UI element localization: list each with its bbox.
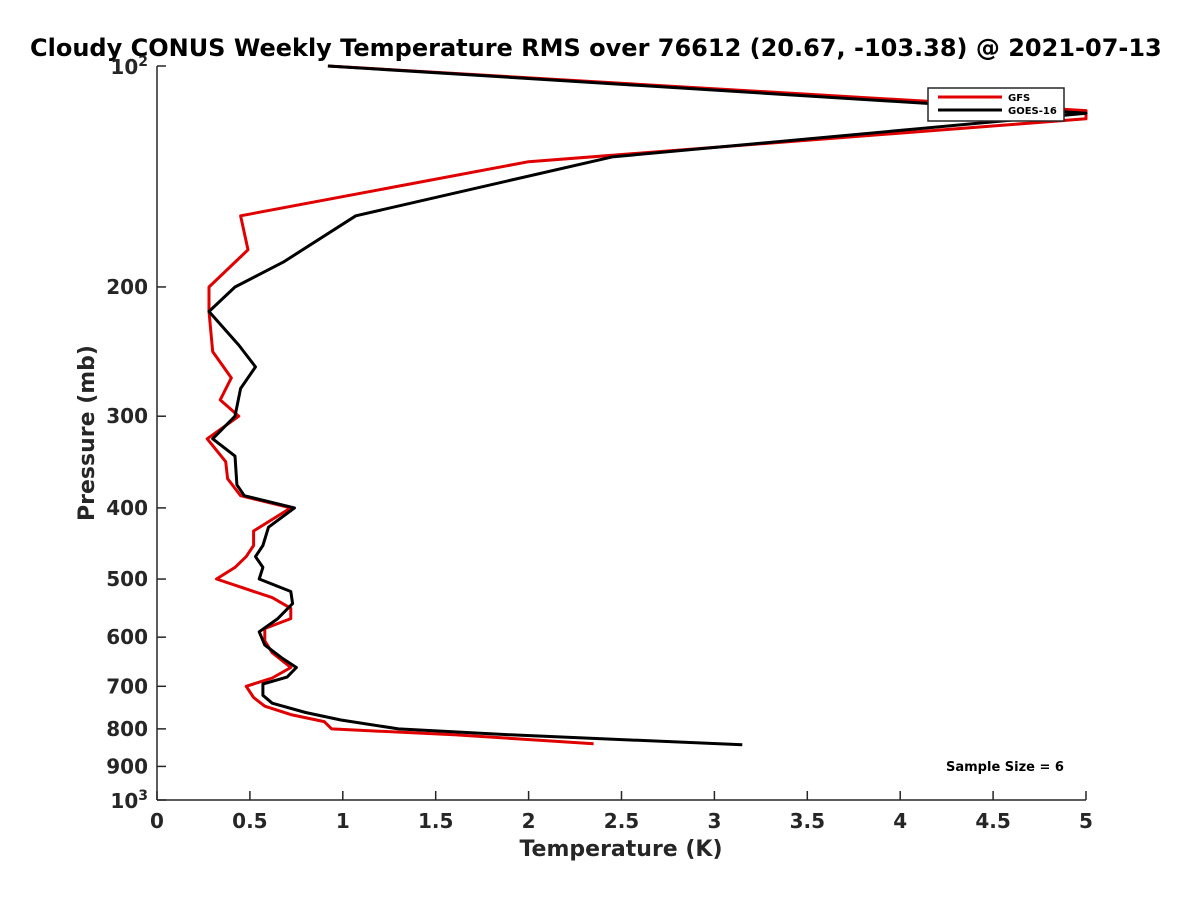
y-tick-label-power: 103 xyxy=(110,788,148,813)
y-tick-label: 400 xyxy=(106,496,148,520)
x-tick-label: 3 xyxy=(707,809,721,833)
y-tick-label: 900 xyxy=(106,754,148,778)
tick-labels: 0 0.5 1 1.5 2 2.5 3 3.5 4 4.5 5 200 300 400 500 600 700 8… xyxy=(106,54,1093,833)
y-axis-label: Pressure (mb) xyxy=(75,345,100,521)
y-tick-label: 200 xyxy=(106,275,148,299)
y-tick-label: 700 xyxy=(106,674,148,698)
x-axis-label: Temperature (K) xyxy=(519,837,722,862)
x-tick-label: 0 xyxy=(150,809,164,833)
x-tick-label: 4 xyxy=(893,809,907,833)
series-line-gfs xyxy=(205,64,1088,746)
chart-title: Cloudy CONUS Weekly Temperature RMS over… xyxy=(30,34,1162,62)
tick-marks xyxy=(156,65,1087,801)
legend-label-goes-16: GOES-16 xyxy=(1008,106,1057,117)
sample-size-annotation: Sample Size = 6 xyxy=(946,760,1064,775)
axes xyxy=(156,66,1086,801)
x-tick-label: 3.5 xyxy=(790,809,825,833)
y-tick-label: 800 xyxy=(106,717,148,741)
series-lines xyxy=(205,64,1088,747)
series-line-goes-16 xyxy=(207,64,1088,747)
y-tick-label: 500 xyxy=(106,567,148,591)
legend-box xyxy=(927,87,1065,122)
x-tick-label: 5 xyxy=(1079,809,1093,833)
legend-label-gfs: GFS xyxy=(1008,93,1030,104)
x-tick-label: 2 xyxy=(522,809,536,833)
x-tick-label: 2.5 xyxy=(604,809,639,833)
x-tick-label: 1.5 xyxy=(418,809,453,833)
x-tick-label: 0.5 xyxy=(232,809,267,833)
x-tick-label: 4.5 xyxy=(975,809,1010,833)
legend: GFS GOES-16 xyxy=(927,87,1065,122)
y-tick-label-power: 102 xyxy=(110,54,148,79)
y-tick-label: 600 xyxy=(106,625,148,649)
y-tick-label: 300 xyxy=(106,404,148,428)
x-tick-label: 1 xyxy=(336,809,350,833)
